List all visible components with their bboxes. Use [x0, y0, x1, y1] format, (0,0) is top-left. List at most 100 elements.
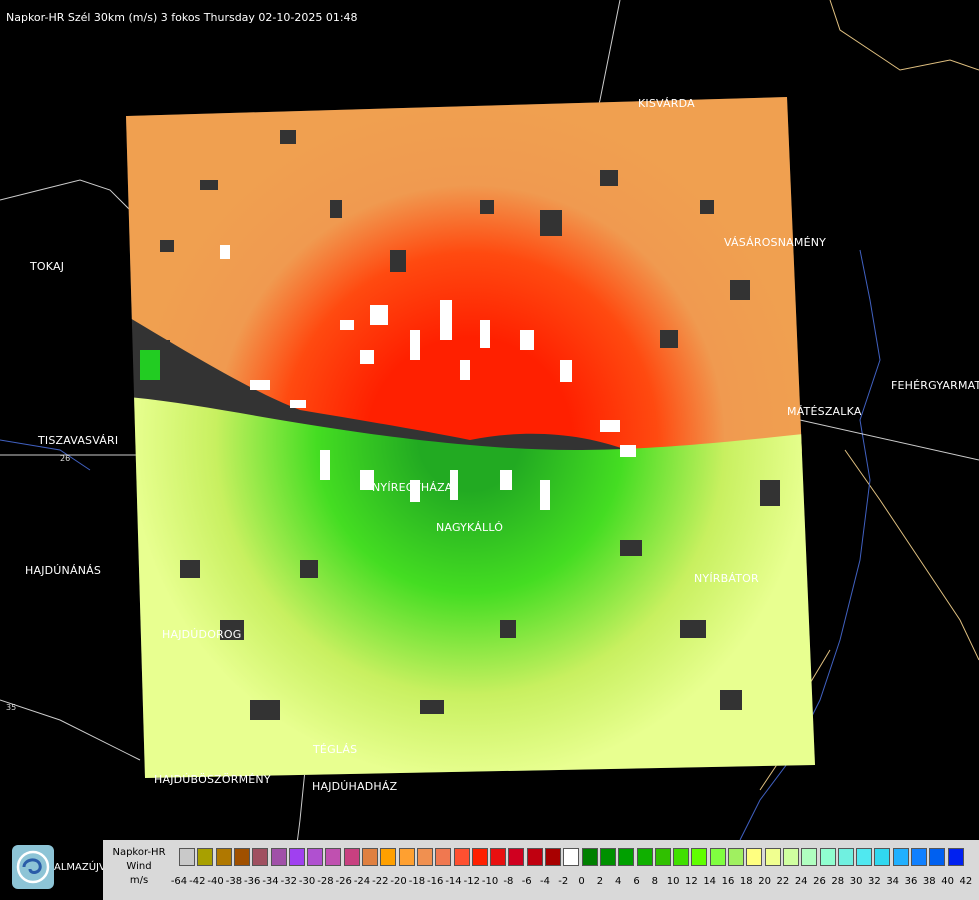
legend-tick-label: -8	[503, 876, 514, 887]
map-title: Napkor-HR Szél 30km (m/s) 3 fokos Thursd…	[6, 11, 358, 24]
legend-tick-label: -34	[262, 876, 279, 887]
legend-tick-label: -40	[207, 876, 224, 887]
city-label-tokaj: TOKAJ	[30, 260, 65, 273]
legend-swatch	[490, 848, 507, 866]
legend-swatch	[325, 848, 342, 866]
legend-tick-label: -10	[481, 876, 499, 887]
swirl-icon	[16, 850, 50, 884]
legend-tick-label: -16	[427, 876, 444, 887]
legend-tick-label: 32	[868, 876, 881, 887]
legend-tick-label: -42	[189, 876, 206, 887]
legend-swatch	[837, 848, 854, 866]
legend-tick-label: 20	[758, 876, 771, 887]
legend-tick-label: -28	[317, 876, 334, 887]
city-label-vasarosnameny: VÁSÁROSNAMÉNY	[724, 236, 827, 249]
radar-edge-echoes	[140, 350, 160, 380]
legend-swatch	[453, 848, 470, 866]
legend-swatch	[416, 848, 433, 866]
legend-swatch	[197, 848, 214, 866]
legend-swatch	[545, 848, 561, 866]
legend-title-line-1: Napkor-HR	[112, 847, 166, 858]
city-label-teglas: TÉGLÁS	[313, 743, 358, 756]
legend-swatch	[636, 848, 653, 866]
legend-tick-label: -64	[170, 876, 188, 887]
legend-swatch	[288, 848, 305, 866]
legend-tick-label: 28	[831, 876, 845, 887]
legend-swatch	[215, 848, 232, 866]
legend-swatch	[233, 848, 250, 866]
legend-tick-label: -6	[521, 876, 532, 887]
city-label-tiszavasvari: TISZAVASVÁRI	[38, 434, 119, 447]
city-label-nyirbator: NYÍRBÁTOR	[694, 572, 759, 585]
legend-tick-label: 6	[633, 876, 640, 887]
city-label-kisvarda: KISVÁRDA	[638, 97, 695, 110]
legend-swatch	[599, 848, 616, 866]
legend-tick-label: -32	[280, 876, 297, 887]
legend-tick-label: -4	[540, 876, 550, 887]
legend-tick-label: -26	[335, 876, 352, 887]
city-label-mateszalka: MÁTÉSZALKA	[787, 405, 862, 418]
legend-tick-label: -12	[463, 876, 480, 887]
legend-tick-label: 16	[721, 876, 735, 887]
city-label-hajdudorog: HAJDÚDOROG	[162, 628, 242, 641]
radar-layer	[126, 97, 815, 778]
napkor-logo	[12, 845, 54, 889]
legend-swatch	[398, 848, 415, 866]
city-label-nagykallo: NAGYKÁLLÓ	[436, 521, 504, 534]
legend-tick-label: -22	[372, 876, 389, 887]
city-label-hajduboszormeny: HAJDÚBÖSZÖRMÉNY	[154, 773, 271, 786]
legend-swatch	[929, 848, 946, 866]
legend-swatch	[764, 848, 781, 866]
legend-tick-label: 34	[886, 876, 900, 887]
legend-tick-label: -18	[408, 876, 426, 887]
legend-swatch	[673, 848, 690, 866]
legend-swatch	[911, 848, 927, 866]
background-rivers	[0, 249, 881, 841]
legend-title: Napkor-HR Wind m/s	[103, 846, 175, 888]
legend-swatch	[874, 848, 891, 866]
city-label-nyiregyhaza: NYÍREGYHÁZA	[372, 481, 453, 494]
legend-swatch	[728, 848, 744, 866]
legend-swatch	[801, 848, 818, 866]
legend-tick-label: -30	[298, 876, 316, 887]
legend-swatch	[435, 848, 452, 866]
legend-tick-label: 30	[849, 876, 863, 887]
legend-swatch	[252, 848, 269, 866]
legend-title-line-2: Wind	[126, 861, 152, 872]
legend-tick-label: 42	[959, 876, 973, 887]
legend-tick-label: 14	[703, 876, 717, 887]
legend-swatch	[307, 848, 324, 866]
legend-swatch	[270, 848, 287, 866]
legend-swatch	[856, 848, 873, 866]
legend-tick-label: 22	[776, 876, 790, 887]
legend-tick-label: 24	[794, 876, 808, 887]
legend-tick-label: 26	[813, 876, 826, 887]
legend-swatch	[947, 848, 964, 866]
legend-swatch	[654, 848, 671, 866]
legend-swatch	[343, 848, 360, 866]
road-number-35: 35	[6, 703, 17, 712]
legend-swatch	[782, 848, 799, 866]
legend-swatch	[380, 848, 397, 866]
legend-tick-label: -2	[558, 876, 569, 887]
legend-tick-label: -24	[353, 876, 371, 887]
legend-swatch	[618, 848, 635, 866]
legend-tick-label: 36	[904, 876, 918, 887]
legend-tick-label: 12	[685, 876, 698, 887]
legend-tick-label: 10	[666, 876, 680, 887]
legend-tick-label: 40	[941, 876, 954, 887]
legend-swatch	[819, 848, 836, 866]
legend-swatch	[892, 848, 909, 866]
legend-swatch	[746, 848, 763, 866]
legend-tick-label: -38	[225, 876, 243, 887]
legend-tick-label: 2	[596, 876, 604, 887]
legend-tick-label: -14	[445, 876, 462, 887]
legend-swatch	[709, 848, 726, 866]
legend-title-line-3: m/s	[129, 875, 149, 886]
legend-swatch	[471, 848, 488, 866]
legend-swatch	[581, 848, 598, 866]
legend-tick-label: 0	[578, 876, 585, 887]
legend-swatch	[526, 848, 543, 866]
legend-swatch	[691, 848, 708, 866]
